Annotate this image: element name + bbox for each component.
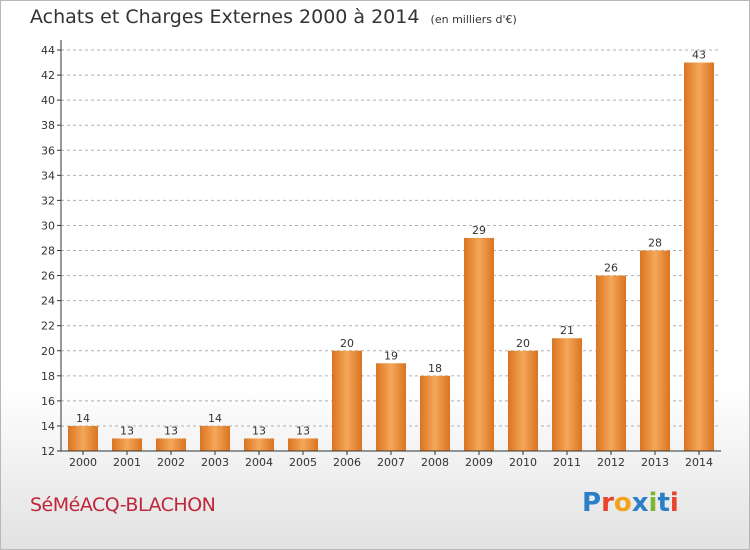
bar-value-label: 13: [120, 424, 134, 437]
y-tick-label: 42: [41, 69, 55, 82]
bar-value-label: 18: [428, 362, 442, 375]
y-tick-label: 26: [41, 270, 55, 283]
x-tick-label: 2002: [157, 456, 185, 469]
logo-letter: r: [601, 488, 614, 518]
chart-title: Achats et Charges Externes 2000 à 2014: [30, 6, 420, 28]
x-tick-label: 2006: [333, 456, 361, 469]
x-tick-label: 2003: [201, 456, 229, 469]
y-tick-label: 20: [41, 345, 55, 358]
logo-letter: i: [648, 488, 658, 518]
x-tick-label: 2010: [509, 456, 537, 469]
bar-value-label: 19: [384, 349, 398, 362]
bar-value-label: 20: [516, 337, 530, 350]
chart-subtitle: (en milliers d'€): [430, 13, 517, 26]
bar-2008: [420, 375, 450, 451]
bar-2003: [200, 425, 230, 451]
bar-value-label: 20: [340, 337, 354, 350]
x-tick-label: 2012: [597, 456, 625, 469]
bar-value-label: 21: [560, 324, 574, 337]
grid-layer: [61, 49, 721, 427]
y-tick-label: 30: [41, 219, 55, 232]
bar-2006: [332, 350, 362, 451]
bar-2004: [244, 438, 274, 451]
x-tick-label: 2008: [421, 456, 449, 469]
logo-letter: i: [669, 488, 679, 518]
bar-2005: [288, 438, 318, 451]
bar-2011: [552, 338, 582, 451]
bars-layer: [68, 62, 714, 451]
bar-value-label: 14: [208, 412, 222, 425]
y-tick-label: 36: [41, 144, 55, 157]
bar-2013: [640, 250, 670, 451]
bar-2000: [68, 425, 98, 451]
labels-layer: 12 14 16 18 20 22 24 26 28 30 32 34 36 38 40 42 44 14 2000…: [41, 44, 713, 469]
y-tick-label: 40: [41, 94, 55, 107]
y-tick-label: 32: [41, 194, 55, 207]
x-tick-label: 2009: [465, 456, 493, 469]
y-tick-label: 16: [41, 395, 55, 408]
y-tick-label: 38: [41, 119, 55, 132]
x-tick-label: 2000: [69, 456, 97, 469]
x-tick-label: 2013: [641, 456, 669, 469]
logo-letter: x: [631, 488, 649, 518]
y-tick-label: 12: [41, 445, 55, 458]
bar-value-label: 13: [164, 424, 178, 437]
x-tick-label: 2005: [289, 456, 317, 469]
y-tick-label: 28: [41, 245, 55, 258]
logo-letter: P: [582, 488, 602, 518]
logo-letter: o: [613, 488, 632, 518]
title-row: Achats et Charges Externes 2000 à 2014 (…: [30, 6, 517, 28]
x-tick-label: 2011: [553, 456, 581, 469]
y-tick-label: 24: [41, 295, 55, 308]
bar-value-label: 29: [472, 224, 486, 237]
x-tick-label: 2004: [245, 456, 273, 469]
bar-2009: [464, 237, 494, 451]
y-tick-label: 22: [41, 320, 55, 333]
bar-2010: [508, 350, 538, 451]
bar-2012: [596, 275, 626, 451]
bar-value-label: 13: [252, 424, 266, 437]
y-tick-label: 34: [41, 169, 55, 182]
y-tick-label: 14: [41, 420, 55, 433]
bar-2007: [376, 363, 406, 451]
bar-value-label: 43: [692, 49, 706, 62]
bar-2001: [112, 438, 142, 451]
bar-value-label: 14: [76, 412, 90, 425]
x-tick-label: 2001: [113, 456, 141, 469]
bar-value-label: 13: [296, 424, 310, 437]
logo-letter: t: [657, 488, 670, 518]
x-tick-label: 2014: [685, 456, 713, 469]
y-tick-label: 44: [41, 44, 55, 57]
y-tick-label: 18: [41, 370, 55, 383]
bar-2014: [684, 62, 714, 451]
place-name: SéMéACQ-BLACHON: [30, 494, 216, 516]
axis-layer: [57, 40, 721, 455]
x-tick-label: 2007: [377, 456, 405, 469]
proxiti-logo: Proxiti: [582, 488, 679, 518]
bar-value-label: 26: [604, 262, 618, 275]
bar-2002: [156, 438, 186, 451]
bar-value-label: 28: [648, 237, 662, 250]
